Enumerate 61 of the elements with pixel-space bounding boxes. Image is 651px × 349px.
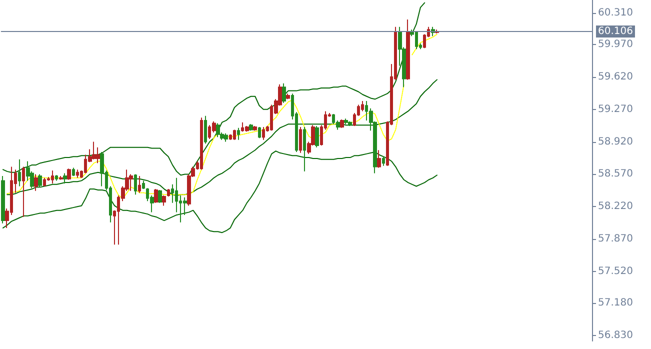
candlestick [224,132,228,142]
candlestick [253,126,257,132]
candlestick [92,141,96,160]
candlestick [245,126,249,132]
y-tick-label: 59.270 [598,104,633,115]
candlestick [249,124,253,132]
candlestick [76,169,79,178]
candlestick [18,158,21,187]
candlestick [43,177,46,187]
candlestick [38,174,42,188]
y-tick-label: 57.180 [598,298,633,309]
candlestick [299,126,302,154]
candlestick [22,166,25,218]
candlestick [51,170,54,184]
candlestick [229,134,232,140]
candlestick [200,117,203,170]
y-tick-label: 58.220 [598,201,633,212]
candlestick [216,122,220,138]
candlestick [406,18,410,80]
y-tick-label: 58.570 [598,168,633,180]
candlestick [348,120,352,127]
candlestick [233,129,236,140]
candlestick [154,188,158,204]
candlestick [340,119,344,128]
candlestick [129,174,133,192]
candlestick [100,151,104,187]
candlestick [204,115,207,144]
line-series [6,79,438,196]
candlestick [134,174,137,196]
ref-line-label: 60.106 [598,26,633,38]
candlestick [303,126,306,172]
y-tick-label: 60.310 [598,7,633,18]
candlestick [315,126,319,148]
candlestick [262,126,265,140]
candlestick [167,188,170,197]
y-tick-label: 59.620 [598,71,633,82]
candlestick [67,168,71,180]
candlestick [377,150,381,168]
y-tick-label: 57.520 [598,266,633,278]
candlestick [286,93,290,100]
candlestick [138,176,141,194]
candlestick [59,176,63,180]
line-series [2,150,438,234]
y-tick-label: 59.970 [598,38,633,50]
y-tick-label: 58.920 [598,136,633,148]
candlestick [142,180,145,190]
y-tick-label: 56.830 [598,330,633,341]
candlestick [282,82,286,104]
candlestick [237,127,240,140]
candlestick [361,100,364,112]
candlestick [72,167,75,177]
candlestick [258,126,261,139]
candlestick [382,156,385,166]
candlestick [34,174,38,192]
candlestick [162,195,166,206]
candlestick [63,172,67,184]
candlestick [1,176,5,224]
candlestick [344,118,348,125]
y-tick-label: 57.870 [598,234,633,245]
candlestick [55,174,58,182]
candlestick [158,189,162,204]
